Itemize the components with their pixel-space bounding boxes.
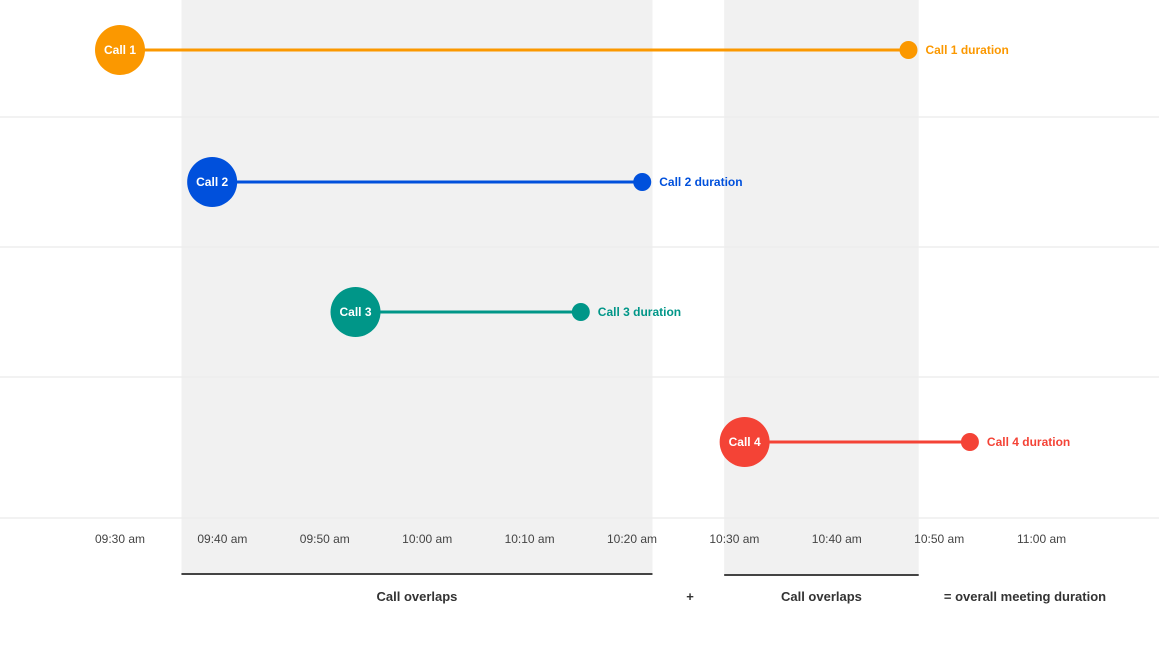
- x-tick-label: 10:20 am: [607, 532, 657, 546]
- overlap-band: [181, 0, 653, 574]
- x-tick-label: 09:50 am: [300, 532, 350, 546]
- call-start-marker: [330, 287, 381, 337]
- x-tick-label: 11:00 am: [1017, 532, 1066, 546]
- call-duration-label: Call 1 duration: [925, 43, 1008, 57]
- overlap-label: Call overlaps: [781, 589, 862, 604]
- total-duration-label: = overall meeting duration: [944, 589, 1106, 604]
- call-start-marker: [719, 417, 770, 467]
- call-end-marker: [571, 303, 590, 321]
- call-name-label: Call 3: [340, 305, 372, 319]
- x-tick-label: 09:30 am: [95, 532, 145, 546]
- call-end-marker: [899, 41, 918, 59]
- call-name-label: Call 1: [104, 43, 136, 57]
- call-duration-label: Call 4 duration: [987, 435, 1070, 449]
- x-tick-label: 10:50 am: [914, 532, 964, 546]
- x-tick-label: 10:00 am: [402, 532, 452, 546]
- call-start-marker: [187, 157, 238, 207]
- overlap-label: Call overlaps: [376, 589, 457, 604]
- call-duration-label: Call 3 duration: [598, 305, 681, 319]
- call-start-marker: [95, 25, 145, 75]
- x-tick-label: 09:40 am: [197, 532, 247, 546]
- x-tick-label: 10:40 am: [812, 532, 862, 546]
- call-duration-label: Call 2 duration: [659, 175, 742, 189]
- plus-label: +: [686, 589, 694, 604]
- x-tick-label: 10:10 am: [505, 532, 555, 546]
- overlap-band: [724, 0, 919, 574]
- call-name-label: Call 2: [196, 175, 228, 189]
- call-end-marker: [960, 433, 979, 451]
- call-end-marker: [633, 173, 652, 191]
- call-name-label: Call 4: [729, 435, 761, 449]
- x-tick-label: 10:30 am: [709, 532, 759, 546]
